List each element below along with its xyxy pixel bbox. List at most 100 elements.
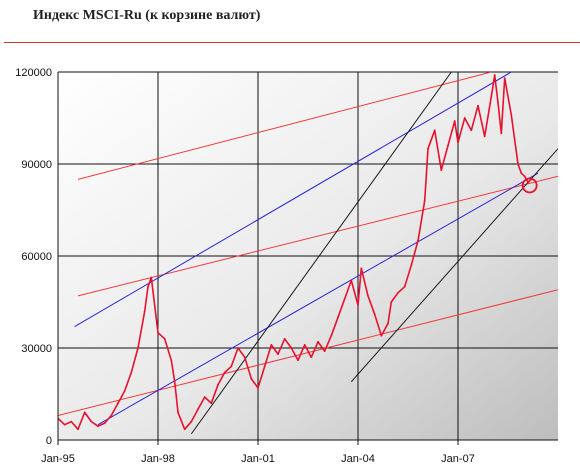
data-point bbox=[297, 359, 299, 362]
data-point bbox=[303, 344, 306, 346]
data-point bbox=[523, 175, 526, 178]
data-point bbox=[503, 77, 506, 80]
data-point bbox=[330, 334, 333, 337]
data-point bbox=[440, 169, 443, 172]
data-point bbox=[410, 264, 413, 267]
data-point bbox=[190, 420, 193, 423]
data-point bbox=[243, 356, 246, 359]
data-point bbox=[123, 390, 126, 392]
data-point bbox=[397, 291, 399, 294]
tick-labels: 0 30000 60000 90000 120000 Jan-95 Jan-98 Jan-01… bbox=[15, 67, 475, 465]
data-point bbox=[270, 344, 273, 346]
data-point bbox=[223, 371, 226, 374]
data-point bbox=[210, 402, 213, 405]
x-tick-label: Jan-98 bbox=[141, 453, 175, 465]
x-tick-label: Jan-04 bbox=[341, 453, 375, 465]
y-tick-label: 90000 bbox=[21, 159, 52, 171]
data-point bbox=[343, 298, 346, 300]
data-point bbox=[317, 340, 319, 343]
data-point bbox=[257, 386, 259, 389]
data-point bbox=[497, 101, 499, 104]
data-point bbox=[447, 144, 449, 147]
data-point bbox=[177, 411, 179, 414]
data-point bbox=[433, 129, 436, 132]
black-trendline-1 bbox=[190, 72, 452, 435]
highlight-marker bbox=[521, 177, 538, 194]
data-point bbox=[277, 353, 279, 356]
data-point bbox=[427, 147, 429, 150]
data-point bbox=[423, 199, 426, 202]
data-point bbox=[147, 285, 149, 288]
data-point bbox=[83, 411, 86, 414]
data-point bbox=[350, 279, 353, 282]
data-point bbox=[130, 371, 133, 374]
data-point bbox=[453, 120, 456, 122]
data-point bbox=[390, 301, 393, 303]
data-point bbox=[283, 337, 286, 340]
data-point bbox=[230, 365, 233, 368]
data-point bbox=[237, 347, 239, 349]
data-point bbox=[150, 276, 153, 279]
data-point bbox=[157, 331, 159, 334]
data-point bbox=[520, 172, 523, 175]
gridlines bbox=[58, 71, 558, 440]
data-point bbox=[117, 402, 119, 405]
chart-title: Индекс MSCI-Ru (к корзине валют) bbox=[33, 8, 261, 23]
data-point bbox=[490, 95, 493, 98]
x-tick-label: Jan-95 bbox=[41, 453, 75, 465]
axes bbox=[57, 72, 558, 445]
data-point bbox=[97, 425, 99, 428]
data-point bbox=[137, 347, 139, 349]
data-point bbox=[173, 380, 176, 383]
data-point bbox=[250, 377, 253, 380]
x-tick-label: Jan-07 bbox=[441, 453, 475, 465]
data-point bbox=[310, 356, 313, 359]
data-point bbox=[103, 422, 106, 425]
data-point bbox=[360, 267, 363, 270]
data-point bbox=[197, 408, 199, 411]
series-group bbox=[58, 74, 533, 431]
data-point bbox=[527, 181, 529, 184]
data-point bbox=[477, 104, 479, 107]
data-point bbox=[183, 428, 186, 431]
x-tick-label: Jan-01 bbox=[241, 453, 275, 465]
data-point bbox=[163, 337, 166, 340]
data-point bbox=[510, 114, 513, 116]
blue-channel-upper bbox=[74, 72, 512, 327]
data-point bbox=[110, 414, 113, 417]
y-tick-label: 30000 bbox=[21, 343, 52, 355]
y-tick-label: 60000 bbox=[21, 251, 52, 263]
data-point bbox=[457, 141, 459, 144]
data-point bbox=[70, 420, 73, 423]
data-point bbox=[387, 322, 389, 325]
data-point bbox=[290, 347, 293, 349]
data-point bbox=[143, 310, 146, 313]
data-point bbox=[323, 350, 326, 352]
data-point bbox=[217, 383, 219, 386]
data-point bbox=[337, 316, 339, 319]
data-point bbox=[417, 239, 419, 242]
data-point bbox=[470, 129, 473, 132]
y-tick-label: 0 bbox=[46, 435, 52, 447]
data-point bbox=[493, 74, 496, 76]
series-line bbox=[58, 74, 532, 431]
data-point bbox=[500, 132, 503, 135]
data-point bbox=[517, 163, 519, 165]
data-point bbox=[357, 304, 359, 306]
data-point bbox=[263, 365, 266, 368]
data-point bbox=[373, 313, 376, 316]
data-point bbox=[367, 294, 369, 297]
title-divider bbox=[4, 42, 580, 43]
data-point bbox=[90, 420, 93, 423]
data-point bbox=[203, 396, 206, 398]
data-point bbox=[63, 423, 66, 426]
data-point bbox=[77, 428, 79, 431]
data-point bbox=[170, 359, 173, 362]
blue-channel-lower bbox=[97, 172, 539, 426]
y-tick-label: 120000 bbox=[15, 67, 52, 79]
red-channel-middle bbox=[77, 175, 558, 297]
data-point bbox=[403, 285, 406, 288]
data-point bbox=[463, 117, 466, 119]
data-point bbox=[380, 334, 383, 337]
